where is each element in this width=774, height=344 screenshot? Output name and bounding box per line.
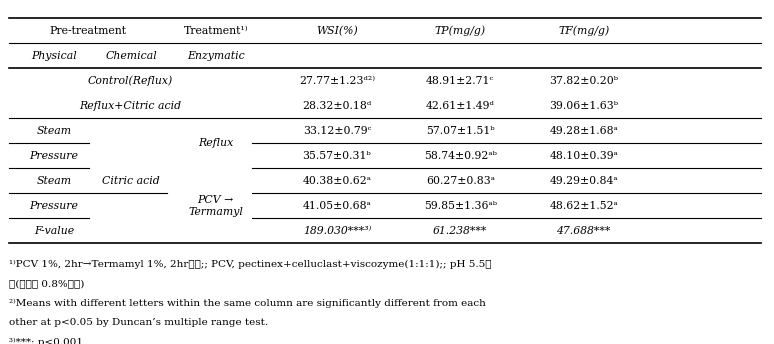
Text: ²⁾Means with different letters within the same column are significantly differen: ²⁾Means with different letters within th… — [9, 299, 486, 308]
Text: Control(Reflux): Control(Reflux) — [88, 75, 173, 86]
Text: Termamyl: Termamyl — [188, 207, 243, 217]
Text: 40.38±0.62ᵃ: 40.38±0.62ᵃ — [303, 175, 372, 185]
Text: F-value: F-value — [34, 226, 74, 236]
Text: Reflux+Citric acid: Reflux+Citric acid — [80, 100, 182, 111]
Text: 39.06±1.63ᵇ: 39.06±1.63ᵇ — [550, 100, 618, 111]
Text: other at p<0.05 by Duncan’s multiple range test.: other at p<0.05 by Duncan’s multiple ran… — [9, 318, 269, 327]
Text: 35.57±0.31ᵇ: 35.57±0.31ᵇ — [303, 151, 372, 161]
Text: 48.62±1.52ᵃ: 48.62±1.52ᵃ — [550, 201, 618, 211]
Text: 49.29±0.84ᵃ: 49.29±0.84ᵃ — [550, 175, 618, 185]
Text: ¹⁾PCV 1%, 2hr→Termamyl 1%, 2hr처리;; PCV, pectinex+celluclast+viscozyme(1:1:1);; p: ¹⁾PCV 1%, 2hr→Termamyl 1%, 2hr처리;; PCV, … — [9, 260, 491, 269]
Text: Citric acid: Citric acid — [102, 175, 159, 185]
Text: 61.238***: 61.238*** — [433, 226, 488, 236]
Text: TP(mg/g): TP(mg/g) — [435, 25, 486, 36]
Text: Physical: Physical — [31, 51, 77, 61]
Text: Chemical: Chemical — [105, 51, 157, 61]
Text: Pressure: Pressure — [29, 151, 78, 161]
Text: 48.10±0.39ᵃ: 48.10±0.39ᵃ — [550, 151, 618, 161]
Text: 59.85±1.36ᵃᵇ: 59.85±1.36ᵃᵇ — [424, 201, 497, 211]
Text: 189.030***³⁾: 189.030***³⁾ — [303, 226, 371, 236]
Text: Enzymatic: Enzymatic — [187, 51, 245, 61]
Text: 28.32±0.18ᵈ: 28.32±0.18ᵈ — [302, 100, 372, 111]
Text: 33.12±0.79ᶜ: 33.12±0.79ᶜ — [303, 126, 371, 136]
Text: Steam: Steam — [36, 175, 71, 185]
Text: Steam: Steam — [36, 126, 71, 136]
Text: 49.28±1.68ᵃ: 49.28±1.68ᵃ — [550, 126, 618, 136]
Text: ³⁾***: p<0.001: ³⁾***: p<0.001 — [9, 337, 83, 344]
Text: 37.82±0.20ᵇ: 37.82±0.20ᵇ — [550, 76, 618, 86]
Text: 48.91±2.71ᶜ: 48.91±2.71ᶜ — [426, 76, 495, 86]
Text: 58.74±0.92ᵃᵇ: 58.74±0.92ᵃᵇ — [424, 151, 497, 161]
Text: 42.61±1.49ᵈ: 42.61±1.49ᵈ — [426, 100, 495, 111]
Text: Reflux: Reflux — [198, 138, 234, 148]
Text: WSI(%): WSI(%) — [316, 25, 358, 36]
Text: Pressure: Pressure — [29, 201, 78, 211]
Text: Treatment¹⁾: Treatment¹⁾ — [183, 26, 248, 36]
Text: 60.27±0.83ᵃ: 60.27±0.83ᵃ — [426, 175, 495, 185]
Text: 절(구연산 0.8%쳊가): 절(구연산 0.8%쳊가) — [9, 279, 84, 288]
Text: 47.688***: 47.688*** — [557, 226, 611, 236]
Text: 41.05±0.68ᵃ: 41.05±0.68ᵃ — [303, 201, 372, 211]
Text: Pre-treatment: Pre-treatment — [50, 26, 127, 36]
Text: 57.07±1.51ᵇ: 57.07±1.51ᵇ — [426, 126, 495, 136]
Text: PCV →: PCV → — [197, 195, 234, 205]
Text: TF(mg/g): TF(mg/g) — [558, 25, 609, 36]
Text: 27.77±1.23ᵈ²⁾: 27.77±1.23ᵈ²⁾ — [299, 76, 375, 86]
